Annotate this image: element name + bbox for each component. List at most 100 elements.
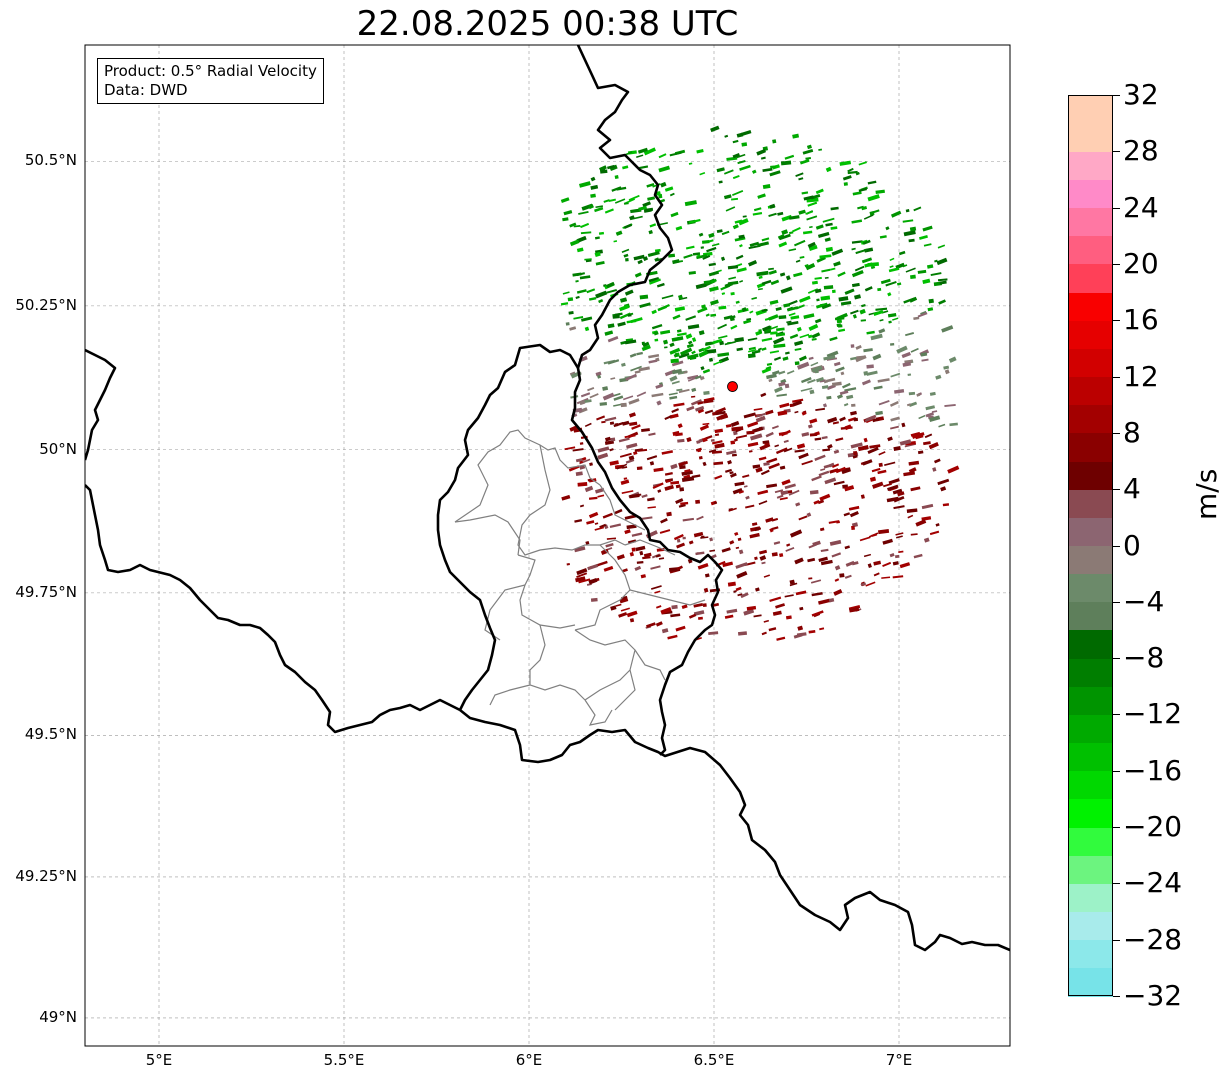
velocity-echo — [755, 415, 766, 423]
velocity-echo — [609, 523, 622, 529]
velocity-echo — [792, 400, 803, 407]
velocity-echo — [850, 356, 857, 361]
velocity-echo — [613, 240, 618, 243]
velocity-echo — [820, 559, 833, 566]
velocity-echo — [711, 243, 720, 247]
colorbar-tick-label: 12 — [1123, 359, 1159, 393]
velocity-echo — [756, 148, 767, 156]
velocity-echo — [639, 550, 644, 556]
velocity-echo — [586, 288, 596, 294]
velocity-echo — [718, 180, 723, 184]
velocity-echo — [606, 537, 617, 540]
velocity-echo — [771, 517, 779, 522]
velocity-echo — [721, 292, 726, 296]
velocity-echo — [844, 288, 855, 295]
velocity-echo — [630, 208, 642, 214]
velocity-echo — [821, 268, 831, 273]
velocity-echo — [872, 481, 884, 489]
velocity-echo — [666, 511, 672, 517]
velocity-echo — [619, 297, 628, 303]
velocity-echo — [754, 527, 760, 532]
velocity-echo — [878, 451, 886, 456]
velocity-echo — [873, 310, 884, 316]
lat-tick-label: 50°N — [39, 439, 77, 458]
velocity-echo — [623, 202, 629, 205]
velocity-echo — [890, 416, 900, 422]
velocity-echo — [647, 497, 655, 502]
velocity-echo — [878, 328, 886, 334]
velocity-echo — [768, 627, 777, 632]
velocity-echo — [607, 336, 619, 343]
velocity-echo — [560, 197, 570, 203]
velocity-echo — [572, 272, 582, 277]
velocity-echo — [852, 314, 857, 319]
velocity-echo — [697, 563, 709, 570]
colorbar-tick-label: −4 — [1123, 584, 1165, 618]
velocity-echo — [683, 253, 693, 259]
velocity-echo — [658, 165, 671, 173]
velocity-echo — [588, 297, 597, 301]
velocity-echo — [809, 489, 819, 495]
velocity-echo — [575, 295, 580, 300]
velocity-echo — [836, 394, 843, 400]
velocity-echo — [677, 423, 683, 429]
velocity-echo — [656, 400, 662, 406]
velocity-echo — [568, 311, 574, 315]
velocity-echo — [785, 546, 795, 552]
velocity-echo — [902, 219, 914, 223]
velocity-echo — [850, 442, 863, 449]
colorbar-segment — [1068, 742, 1113, 772]
velocity-echo — [642, 341, 650, 348]
velocity-echo — [602, 512, 613, 519]
velocity-echo — [660, 198, 666, 203]
velocity-echo — [789, 582, 798, 587]
velocity-echo — [710, 125, 720, 133]
colorbar-tick-mark — [1113, 883, 1120, 885]
velocity-echo — [890, 210, 902, 218]
velocity-echo — [669, 342, 675, 348]
velocity-echo — [892, 488, 903, 495]
velocity-echo — [588, 496, 598, 500]
velocity-echo — [833, 588, 843, 596]
velocity-echo — [708, 232, 715, 239]
velocity-echo — [796, 361, 810, 370]
velocity-echo — [724, 134, 729, 138]
velocity-echo — [778, 370, 786, 375]
velocity-echo — [788, 312, 796, 317]
velocity-echo — [575, 576, 586, 583]
velocity-echo — [842, 175, 852, 181]
velocity-echo — [818, 148, 823, 151]
velocity-echo — [913, 553, 923, 559]
velocity-echo — [734, 219, 743, 224]
velocity-echo — [867, 563, 872, 569]
velocity-echo — [679, 465, 686, 470]
velocity-echo — [800, 387, 813, 392]
velocity-echo — [936, 257, 948, 266]
velocity-echo — [579, 442, 584, 445]
velocity-echo — [696, 148, 704, 154]
velocity-echo — [569, 222, 577, 228]
velocity-echo — [889, 400, 899, 407]
velocity-echo — [934, 259, 938, 263]
colorbar-tick-label: −16 — [1123, 753, 1183, 787]
velocity-echo — [788, 299, 798, 306]
velocity-echo — [730, 292, 735, 296]
velocity-echo — [649, 223, 657, 228]
velocity-echo — [756, 412, 767, 418]
velocity-echo — [713, 360, 723, 366]
velocity-echo — [627, 313, 632, 317]
velocity-echo — [753, 407, 763, 411]
velocity-echo — [732, 487, 743, 495]
velocity-echo — [728, 276, 737, 280]
velocity-echo — [806, 144, 812, 150]
velocity-echo — [807, 379, 816, 384]
velocity-echo — [609, 448, 614, 452]
velocity-echo — [669, 192, 675, 197]
velocity-echo — [922, 278, 931, 285]
velocity-echo — [801, 460, 813, 466]
velocity-echo — [595, 560, 608, 567]
velocity-echo — [772, 139, 777, 144]
velocity-echo — [686, 343, 694, 349]
velocity-echo — [923, 441, 931, 446]
velocity-echo — [745, 495, 750, 500]
